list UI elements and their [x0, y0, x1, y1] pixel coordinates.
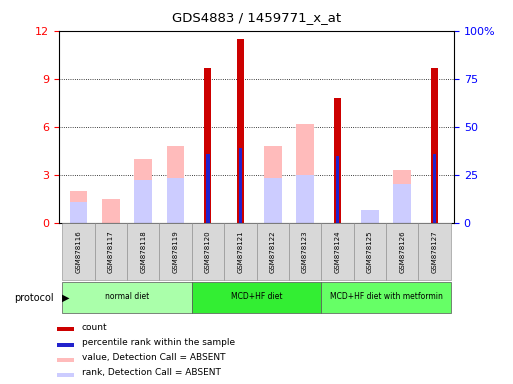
Bar — [353, 223, 386, 280]
Text: GSM878123: GSM878123 — [302, 230, 308, 273]
Bar — [264, 146, 282, 223]
Bar — [433, 154, 436, 223]
Bar — [134, 180, 152, 223]
Bar — [134, 159, 152, 223]
Text: normal diet: normal diet — [105, 292, 149, 301]
Text: ▶: ▶ — [62, 293, 69, 303]
Text: GSM878124: GSM878124 — [334, 230, 341, 273]
Text: MCD+HF diet: MCD+HF diet — [231, 292, 282, 301]
Bar — [393, 170, 411, 223]
Text: GSM878118: GSM878118 — [140, 230, 146, 273]
Bar — [321, 282, 451, 313]
Text: GSM878127: GSM878127 — [431, 230, 438, 273]
Bar — [419, 223, 451, 280]
Bar — [393, 184, 411, 223]
Text: MCD+HF diet with metformin: MCD+HF diet with metformin — [329, 292, 442, 301]
Text: value, Detection Call = ABSENT: value, Detection Call = ABSENT — [82, 353, 226, 362]
Bar — [94, 223, 127, 280]
Bar — [224, 223, 256, 280]
Text: GSM878122: GSM878122 — [270, 230, 275, 273]
Bar — [57, 358, 74, 362]
Bar — [361, 210, 379, 223]
Text: protocol: protocol — [14, 293, 54, 303]
Bar — [167, 146, 185, 223]
Bar — [192, 223, 224, 280]
Bar — [57, 343, 74, 347]
Text: GSM878121: GSM878121 — [238, 230, 243, 273]
Bar — [296, 124, 314, 223]
Bar — [127, 223, 160, 280]
Bar — [386, 223, 419, 280]
Text: GSM878126: GSM878126 — [399, 230, 405, 273]
Text: GSM878119: GSM878119 — [172, 230, 179, 273]
Bar — [321, 223, 353, 280]
Text: GDS4883 / 1459771_x_at: GDS4883 / 1459771_x_at — [172, 11, 341, 24]
Bar — [256, 223, 289, 280]
Bar — [167, 178, 185, 223]
Bar — [57, 373, 74, 377]
Bar — [204, 68, 211, 223]
Bar — [289, 223, 321, 280]
Text: count: count — [82, 323, 108, 332]
Bar — [160, 223, 192, 280]
Text: GSM878117: GSM878117 — [108, 230, 114, 273]
Text: rank, Detection Call = ABSENT: rank, Detection Call = ABSENT — [82, 368, 221, 377]
Bar — [431, 68, 438, 223]
Bar — [206, 154, 209, 223]
Bar — [102, 199, 120, 223]
Bar — [264, 178, 282, 223]
Bar — [70, 191, 87, 223]
Bar — [334, 98, 341, 223]
Text: GSM878116: GSM878116 — [75, 230, 82, 273]
Bar — [62, 282, 192, 313]
Bar — [237, 39, 244, 223]
Bar — [361, 210, 379, 223]
Bar — [192, 282, 321, 313]
Text: percentile rank within the sample: percentile rank within the sample — [82, 338, 235, 347]
Bar — [296, 175, 314, 223]
Bar — [239, 148, 242, 223]
Bar — [336, 156, 339, 223]
Bar — [57, 327, 74, 331]
Text: GSM878125: GSM878125 — [367, 230, 373, 273]
Bar — [70, 202, 87, 223]
Bar — [62, 223, 94, 280]
Text: GSM878120: GSM878120 — [205, 230, 211, 273]
